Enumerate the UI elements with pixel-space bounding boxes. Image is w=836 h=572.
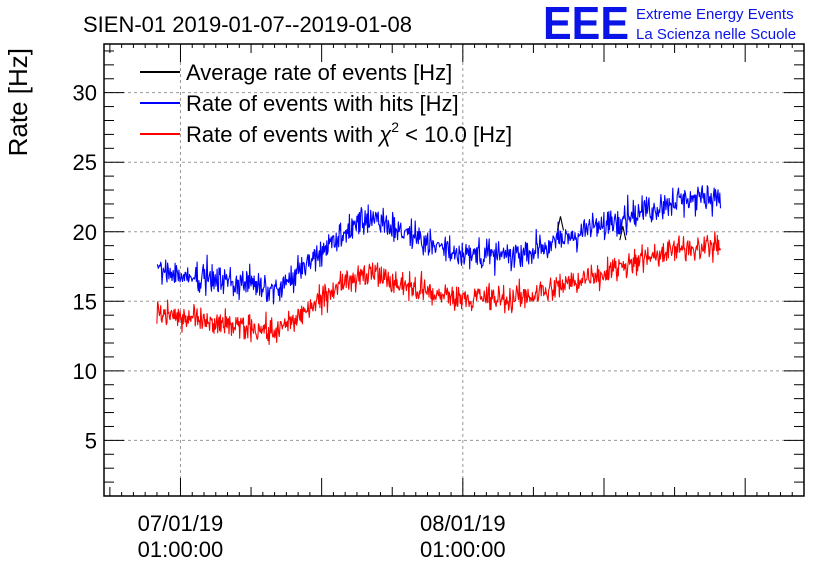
chart-title: SIEN-01 2019-01-07--2019-01-08	[83, 12, 412, 37]
x-tick-label: 01:00:00	[138, 537, 224, 562]
y-tick-labels: 5 10 15 20 25 30	[73, 81, 97, 454]
eee-logo: EEE Extreme Energy Events La Scienza nel…	[543, 0, 796, 49]
legend-entry: Average rate of events [Hz]	[186, 60, 452, 85]
logo-line-2: La Scienza nelle Scuole	[636, 26, 796, 43]
average-rate-spike	[619, 226, 627, 241]
y-tick-label: 25	[73, 150, 97, 175]
series-line	[156, 185, 722, 305]
logo-mark: EEE	[543, 0, 629, 49]
x-tick-label: 07/01/19	[138, 511, 224, 536]
y-axis-label: Rate [Hz]	[3, 48, 33, 156]
series-line	[156, 231, 722, 346]
average-rate-spike	[556, 216, 565, 231]
plot-frame	[103, 43, 805, 497]
y-tick-label: 5	[85, 428, 97, 453]
y-tick-label: 15	[73, 289, 97, 314]
legend-entry: Rate of events with χ2 < 10.0 [Hz]	[186, 119, 512, 147]
legend: Average rate of events [Hz] Rate of event…	[140, 60, 512, 147]
series-layer	[156, 185, 722, 346]
x-tick-label: 08/01/19	[420, 511, 506, 536]
x-tick-label: 01:00:00	[420, 537, 506, 562]
legend-entry: Rate of events with hits [Hz]	[186, 91, 459, 116]
logo-line-1: Extreme Energy Events	[636, 6, 794, 23]
y-tick-label: 20	[73, 220, 97, 245]
y-tick-label: 10	[73, 359, 97, 384]
y-tick-label: 30	[73, 81, 97, 106]
